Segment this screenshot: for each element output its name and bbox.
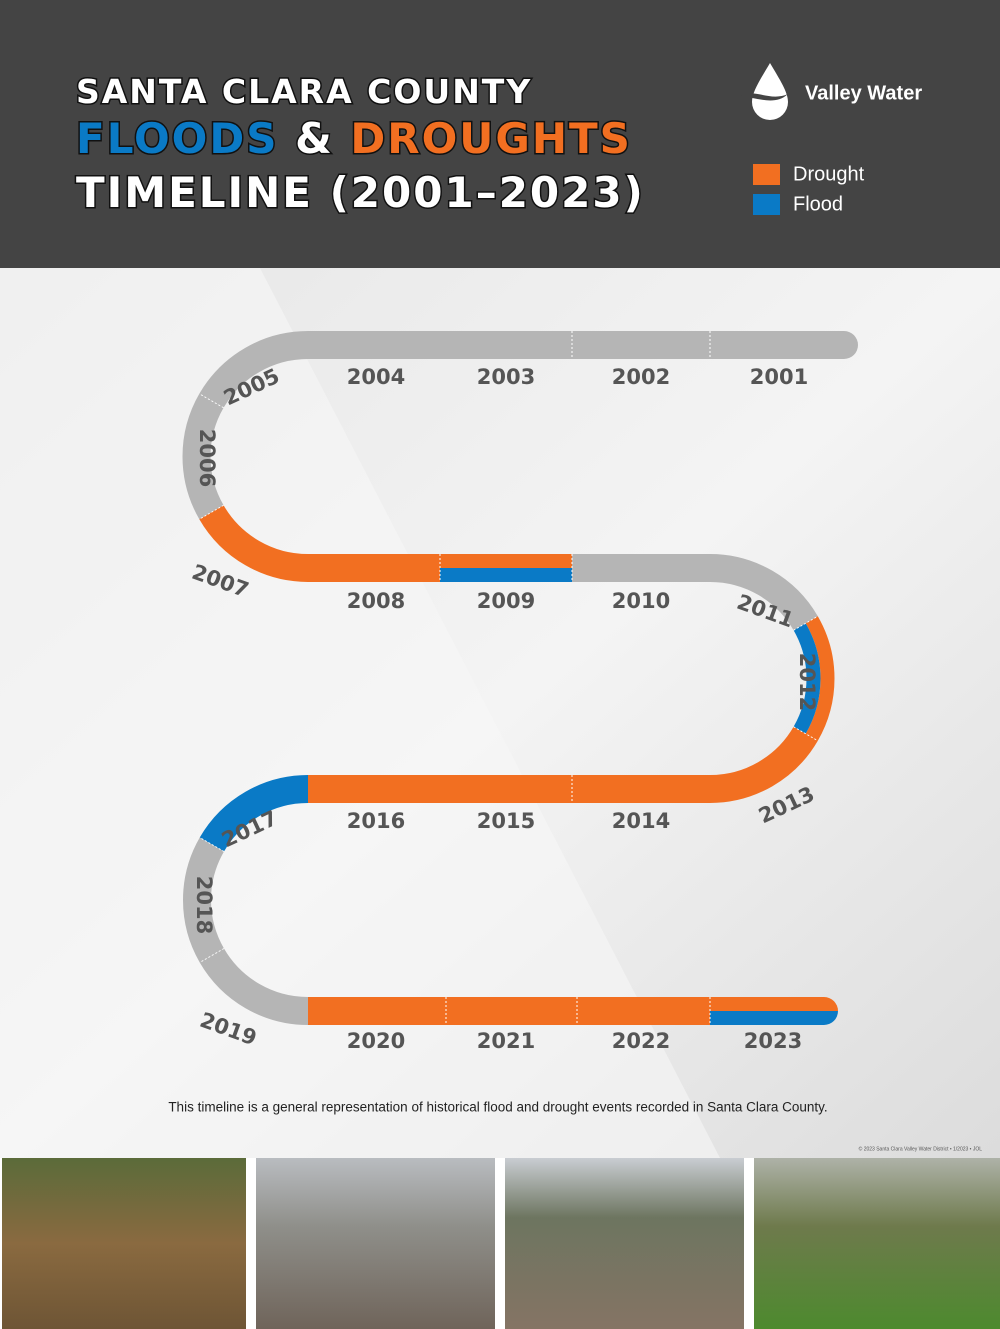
segment-neutral [710, 331, 858, 359]
segment-drought [199, 504, 309, 582]
segment-neutral [572, 554, 710, 582]
logo-text: Valley Water [805, 82, 922, 104]
photo [505, 1158, 744, 1329]
segment-drought [308, 554, 440, 582]
title: SANTA CLARA COUNTY FLOODS & DROUGHTS TIM… [75, 71, 645, 219]
year-label: 2020 [347, 1029, 405, 1053]
title-droughts: DROUGHTS [350, 114, 632, 163]
title-line: SANTA CLARA COUNTY [76, 72, 532, 111]
year-label: 2004 [347, 365, 405, 389]
segment-drought [709, 726, 818, 803]
photo [256, 1158, 495, 1329]
copyright: © 2023 Santa Clara Valley Water District… [859, 1145, 983, 1152]
photo-strip [0, 1158, 1000, 1329]
segment-flood [793, 623, 821, 734]
segment-neutral [182, 393, 224, 520]
divider [199, 393, 224, 409]
year-label: 2003 [477, 365, 535, 389]
legend-swatch [753, 194, 780, 215]
year-label: 2016 [347, 809, 405, 833]
legend-label: Drought [793, 163, 865, 185]
year-label: 2018 [192, 876, 216, 934]
title-line: FLOODS & DROUGHTS [76, 114, 632, 163]
divider [199, 837, 225, 852]
segment-flood [710, 1011, 838, 1025]
logo-wave [740, 93, 788, 101]
year-label: 2010 [612, 589, 670, 613]
divider [793, 615, 819, 631]
title-line: TIMELINE (2001–2023) [76, 168, 645, 217]
segment-drought [446, 997, 577, 1025]
legend-swatch [753, 164, 780, 185]
segment-flood [440, 568, 572, 582]
footnote: This timeline is a general representatio… [168, 1100, 827, 1115]
year-label: 2008 [347, 589, 405, 613]
year-label: 2014 [612, 809, 670, 833]
legend-label: Flood [793, 193, 843, 215]
year-label: 2021 [477, 1029, 535, 1053]
segment-drought [577, 997, 710, 1025]
segment-neutral [183, 837, 225, 963]
legend: Drought Flood [753, 163, 865, 215]
photo [754, 1158, 1000, 1329]
segment-neutral [199, 948, 309, 1025]
divider [199, 948, 225, 963]
photo [2, 1158, 246, 1329]
segment-drought [710, 997, 838, 1011]
segment-drought [308, 775, 440, 803]
segment-drought [440, 554, 572, 568]
segment-neutral [440, 331, 572, 359]
title-floods: FLOODS [76, 114, 278, 163]
segment-neutral [572, 331, 710, 359]
year-label: 2022 [612, 1029, 670, 1053]
segment-drought [805, 616, 835, 741]
segment-neutral [308, 331, 440, 359]
segment-drought [308, 997, 446, 1025]
segment-flood [199, 775, 309, 852]
divider [793, 726, 819, 742]
segment-drought [440, 775, 572, 803]
title-amp: & [295, 114, 334, 163]
divider [199, 504, 224, 520]
segment-neutral [709, 554, 818, 631]
year-label: 2009 [477, 589, 535, 613]
year-label: 2006 [195, 429, 219, 487]
year-label: 2015 [477, 809, 535, 833]
segment-neutral [199, 331, 309, 409]
logo-drop [752, 63, 788, 120]
logo: Valley Water [740, 63, 922, 120]
year-label: 2023 [744, 1029, 802, 1053]
segment-drought [572, 775, 710, 803]
background-shape [0, 268, 720, 1158]
header-band [0, 0, 1000, 268]
year-label: 2012 [795, 653, 819, 711]
year-label: 2002 [612, 365, 670, 389]
year-label: 2001 [750, 365, 808, 389]
